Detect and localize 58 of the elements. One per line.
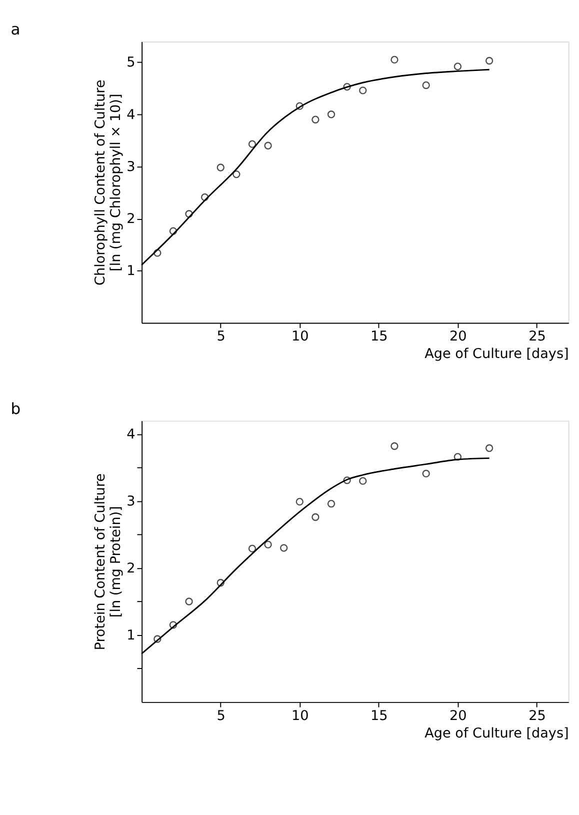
point — [359, 477, 367, 485]
point — [312, 513, 320, 521]
x-tick-label: 25 — [528, 328, 546, 345]
y-tick-label: 2 — [126, 560, 136, 576]
y-axis-title: Chlorophyll Content of Culture [ln (mg Chlorophyll × 10)] — [92, 80, 124, 286]
y-tick-label: 3 — [126, 493, 136, 510]
x-axis-title: Age of Culture [days] — [424, 725, 569, 742]
x-tick-label: 10 — [292, 708, 309, 724]
point — [185, 598, 193, 606]
point — [169, 621, 178, 629]
point — [327, 110, 336, 118]
x-tick-label: 5 — [216, 708, 226, 724]
point — [154, 635, 162, 643]
point — [312, 116, 320, 124]
point — [169, 227, 178, 235]
point — [200, 193, 209, 202]
x-tick-label: 15 — [370, 328, 388, 345]
x-tick-label: 15 — [370, 708, 388, 724]
point — [343, 476, 351, 484]
point — [296, 498, 304, 506]
text: b — [10, 400, 21, 418]
point — [359, 86, 367, 94]
point — [343, 82, 351, 91]
point — [422, 470, 430, 478]
y-tick-label: 5 — [126, 54, 136, 71]
point — [264, 540, 272, 548]
point — [454, 62, 462, 70]
x-tick-label: 20 — [450, 708, 467, 724]
point — [264, 142, 272, 150]
point — [390, 56, 398, 64]
point — [216, 578, 224, 587]
text: a — [10, 20, 20, 39]
point — [454, 453, 462, 461]
y-tick-label: 4 — [126, 106, 136, 123]
point — [296, 102, 304, 110]
point — [232, 170, 240, 178]
x-tick-label: 10 — [292, 328, 309, 345]
y-tick-label: 1 — [126, 263, 136, 280]
point — [248, 140, 256, 148]
point — [216, 164, 224, 172]
y-tick-label: 3 — [126, 158, 136, 175]
point — [485, 444, 494, 452]
point — [390, 442, 398, 450]
x-tick-label: 25 — [528, 708, 546, 724]
y-tick-label: 4 — [126, 426, 136, 442]
x-tick-label: 5 — [216, 328, 226, 345]
point — [422, 81, 430, 90]
point — [327, 500, 336, 508]
point — [280, 544, 288, 552]
y-axis-title: Protein Content of Culture [ln (mg Protein)] — [92, 473, 124, 650]
point — [248, 544, 256, 552]
point — [485, 56, 494, 65]
y-tick-label: 2 — [126, 210, 136, 227]
point — [154, 249, 162, 257]
x-tick-label: 20 — [450, 328, 467, 345]
y-tick-label: 1 — [126, 627, 136, 644]
point — [185, 210, 193, 218]
x-axis-title: Age of Culture [days] — [424, 346, 569, 362]
